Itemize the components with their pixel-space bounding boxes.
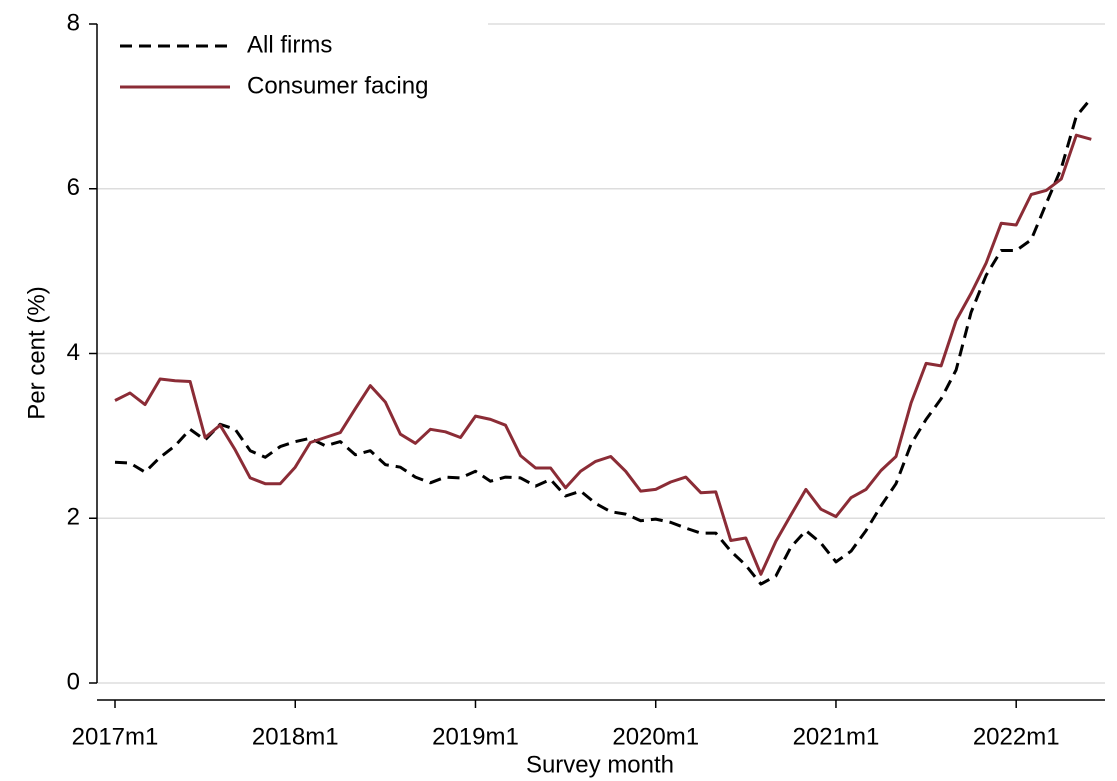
y-axis-title: Per cent (%) <box>23 286 50 419</box>
legend-label: Consumer facing <box>247 72 428 99</box>
y-tick-label: 4 <box>67 339 80 366</box>
x-tick-label: 2021m1 <box>793 723 880 750</box>
y-tick-label: 6 <box>67 174 80 201</box>
x-tick-label: 2017m1 <box>72 723 159 750</box>
legend-box <box>98 18 488 108</box>
legend: All firms Consumer facing <box>98 18 488 108</box>
y-tick-label: 2 <box>67 504 80 531</box>
x-tick-label: 2020m1 <box>612 723 699 750</box>
x-tick-label: 2019m1 <box>432 723 519 750</box>
series-line <box>114 133 1092 576</box>
legend-label: All firms <box>247 31 332 58</box>
y-tick-label: 0 <box>67 668 80 695</box>
x-tick-label: 2022m1 <box>973 723 1060 750</box>
x-tick-label: 2018m1 <box>252 723 339 750</box>
plot-area <box>114 97 1093 586</box>
y-tick-label: 8 <box>67 9 80 36</box>
x-axis-title: Survey month <box>526 751 674 778</box>
series-line <box>114 97 1093 586</box>
